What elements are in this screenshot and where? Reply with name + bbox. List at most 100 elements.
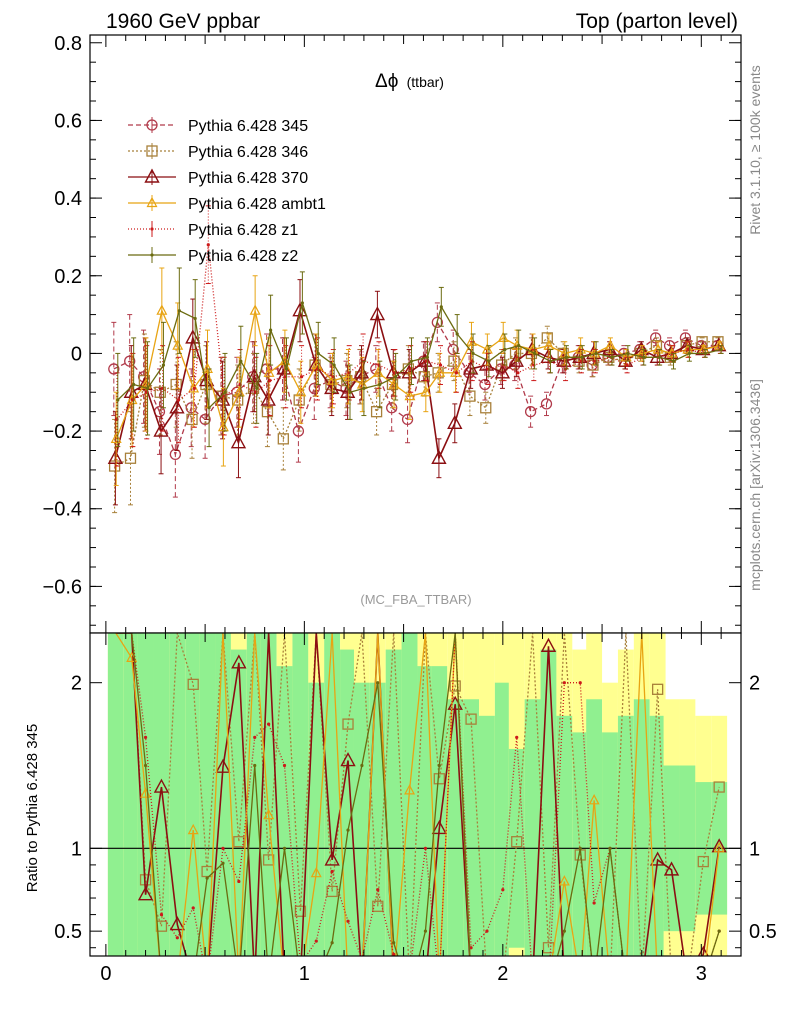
data-point xyxy=(263,366,275,377)
data-point xyxy=(372,366,384,377)
data-point xyxy=(110,432,122,443)
data-point xyxy=(153,778,170,793)
data-point xyxy=(239,359,243,363)
data-point xyxy=(404,784,416,795)
y-tick-label: −0.4 xyxy=(43,499,82,521)
data-point xyxy=(650,332,662,344)
data-point xyxy=(682,343,694,354)
ratio-band-green xyxy=(153,633,170,956)
y-tick-label: 0.2 xyxy=(54,266,82,288)
ratio-line xyxy=(115,633,720,956)
data-point xyxy=(713,842,725,853)
data-point xyxy=(144,168,160,183)
data-point xyxy=(651,683,664,695)
ratio-band-green xyxy=(540,649,557,956)
data-point xyxy=(509,347,522,360)
data-point xyxy=(687,351,691,356)
chart-title-main: Δϕ xyxy=(375,71,398,92)
series-line xyxy=(115,308,720,440)
data-point xyxy=(455,332,459,336)
data-point xyxy=(154,386,166,398)
data-point xyxy=(172,339,184,350)
data-point xyxy=(146,196,158,208)
data-point xyxy=(394,375,398,379)
data-point xyxy=(327,374,339,385)
data-point xyxy=(170,378,182,391)
data-point xyxy=(417,352,433,367)
data-point xyxy=(360,763,364,768)
data-point xyxy=(516,371,520,375)
data-point xyxy=(231,654,247,669)
data-point xyxy=(503,347,507,352)
data-point xyxy=(372,900,384,912)
data-point xyxy=(262,854,275,866)
data-point xyxy=(465,713,477,725)
data-point xyxy=(658,355,662,359)
data-point xyxy=(376,888,380,892)
chart-title-sub: (ttbar) xyxy=(407,74,444,90)
data-point xyxy=(263,808,275,820)
series-line xyxy=(117,300,722,410)
data-point xyxy=(626,351,630,356)
data-point xyxy=(713,781,725,793)
y-tick-label: 0.8 xyxy=(54,33,82,55)
x-tick-label: 3 xyxy=(696,963,707,985)
data-point xyxy=(633,341,650,356)
chart-title: Δϕ (ttbar) xyxy=(375,71,444,92)
ratio-series-layer xyxy=(115,633,727,956)
header-right: Top (parton level) xyxy=(576,10,738,33)
data-point xyxy=(177,309,181,313)
data-point xyxy=(471,351,475,356)
data-point xyxy=(269,328,273,332)
data-point xyxy=(342,370,354,381)
data-point xyxy=(449,680,461,692)
ratio-y-tick-label: 0.5 xyxy=(54,921,82,943)
ratio-band-green xyxy=(431,666,448,956)
data-point xyxy=(116,398,120,402)
data-point xyxy=(260,391,276,406)
data-point xyxy=(448,355,460,367)
data-point xyxy=(524,406,537,418)
data-point xyxy=(324,851,340,866)
data-point xyxy=(300,301,304,305)
data-point xyxy=(564,355,568,359)
data-point xyxy=(246,368,263,383)
data-point xyxy=(649,851,666,866)
data-point xyxy=(508,352,525,367)
data-point xyxy=(679,337,695,352)
data-point xyxy=(423,846,428,850)
data-point xyxy=(107,449,124,464)
data-point xyxy=(348,390,352,394)
data-point xyxy=(205,876,209,880)
data-point xyxy=(562,681,566,685)
data-point xyxy=(169,399,185,414)
data-point xyxy=(340,752,356,767)
data-point xyxy=(434,366,446,377)
data-point xyxy=(186,413,198,426)
data-point xyxy=(562,929,566,933)
legend-label: Pythia 6.428 346 xyxy=(188,144,308,161)
data-point xyxy=(316,351,320,356)
data-point xyxy=(324,379,340,395)
legend-label: Pythia 6.428 345 xyxy=(188,118,308,135)
data-point xyxy=(431,819,447,835)
data-point xyxy=(478,356,495,371)
ratio-band-green xyxy=(169,633,186,956)
data-point xyxy=(330,869,334,874)
data-point xyxy=(221,861,225,865)
data-point xyxy=(386,378,399,391)
data-point xyxy=(192,386,196,390)
data-point xyxy=(191,906,195,910)
data-point xyxy=(143,763,148,768)
ratio-band-green xyxy=(276,666,293,956)
x-tick-label: 1 xyxy=(299,963,310,985)
data-point xyxy=(369,306,386,321)
data-point xyxy=(697,855,709,868)
data-point xyxy=(176,398,181,402)
data-point xyxy=(277,433,289,445)
data-point xyxy=(425,355,430,359)
ratio-band-green xyxy=(649,715,666,956)
data-point xyxy=(169,448,181,461)
data-point xyxy=(578,846,582,850)
data-point xyxy=(292,302,308,317)
